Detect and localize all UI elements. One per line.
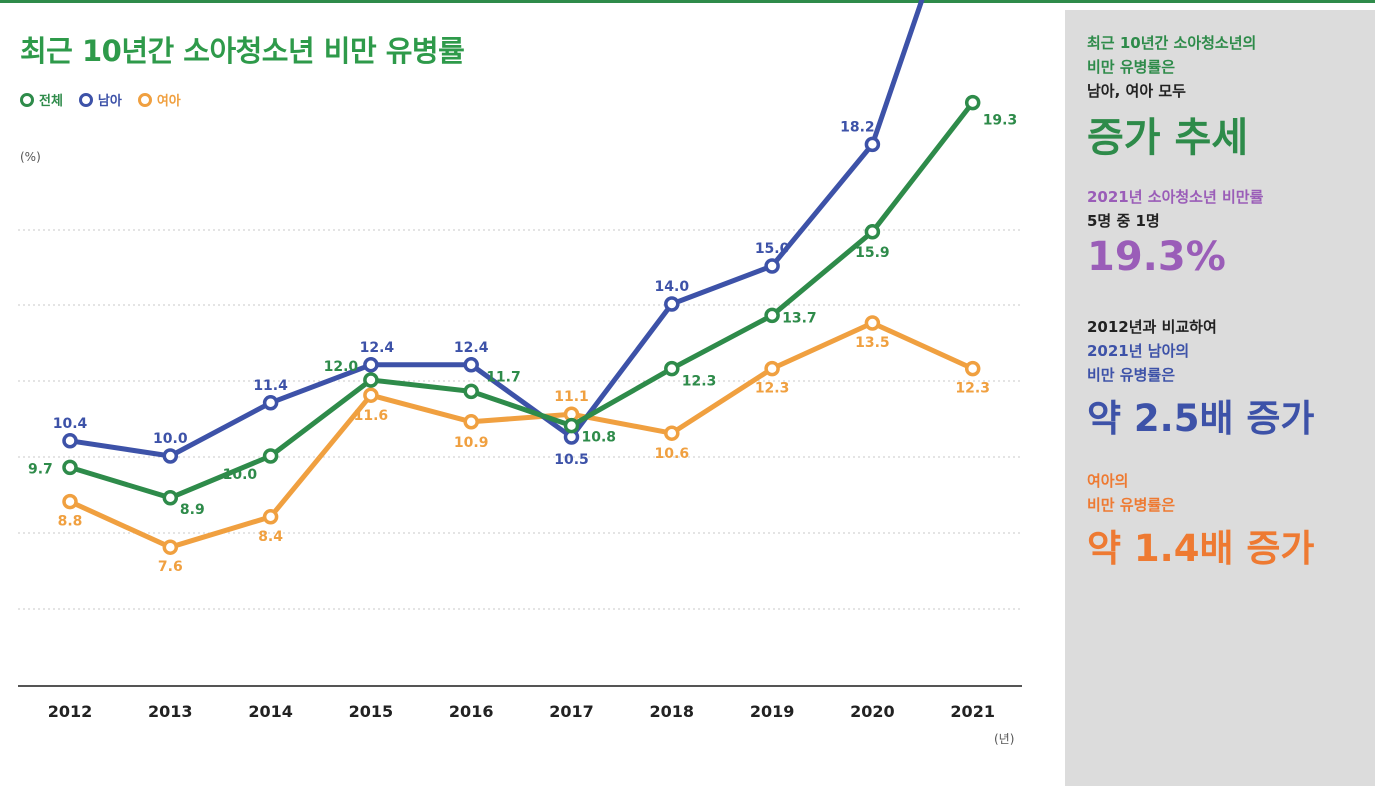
data-point-total-2013 — [162, 490, 179, 506]
summary-rate-line1: 2021년 소아청소년 비만률 — [1087, 188, 1264, 206]
data-point-total-2016 — [463, 383, 479, 400]
data-label-female-2012: 8.8 — [58, 514, 83, 530]
data-label-female-2017: 11.1 — [554, 389, 589, 405]
data-point-female-2020 — [864, 315, 881, 331]
x-tick-label-2013: 2013 — [148, 702, 193, 721]
data-label-male-2018: 14.0 — [655, 279, 690, 295]
data-point-male-2014 — [262, 395, 279, 411]
data-label-female-2021: 12.3 — [955, 381, 990, 397]
data-point-male-2020 — [864, 136, 881, 153]
data-point-total-2015 — [363, 372, 379, 388]
data-label-total-2016: 11.7 — [486, 369, 521, 385]
data-point-male-2016 — [463, 357, 479, 373]
x-tick-label-2021: 2021 — [950, 702, 995, 721]
data-label-total-2019: 13.7 — [782, 310, 817, 326]
x-tick-label-2014: 2014 — [248, 702, 293, 721]
data-label-total-2012: 9.7 — [28, 461, 53, 477]
legend-item-male: 남아 — [78, 90, 122, 109]
data-point-total-2018 — [664, 360, 680, 377]
data-point-female-2015 — [363, 387, 379, 403]
data-point-female-2018 — [664, 425, 680, 441]
data-point-male-2013 — [162, 448, 179, 464]
summary-female-line2: 비만 유병률은 — [1087, 496, 1176, 514]
x-tick-label-2018: 2018 — [650, 702, 695, 721]
data-point-female-2014 — [262, 509, 279, 525]
data-label-male-2012: 10.4 — [53, 416, 88, 432]
line-chart: 2012 2013 2014 2015 2016 2017 2018 2019 2020 2021… — [18, 0, 1022, 721]
summary-trend-line1: 최근 10년간 소아청소년의 — [1087, 34, 1257, 52]
data-point-female-2012 — [62, 493, 78, 510]
x-axis-unit: (년) — [994, 732, 1015, 746]
y-axis-unit: (%) — [20, 150, 41, 164]
data-point-total-2017 — [563, 417, 580, 434]
data-label-male-2014: 11.4 — [253, 378, 288, 394]
x-tick-label-2016: 2016 — [449, 702, 494, 721]
summary-trend-line2: 비만 유병률은 — [1087, 58, 1176, 76]
legend-marker-female — [137, 92, 152, 107]
data-label-total-2014: 10.0 — [223, 467, 258, 483]
data-label-total-2017: 10.8 — [582, 430, 617, 446]
summary-trend-line3: 남아, 여아 모두 — [1087, 82, 1186, 100]
legend-marker-male — [78, 92, 93, 107]
data-label-total-2021: 19.3 — [983, 113, 1018, 129]
data-point-female-2019 — [764, 360, 780, 377]
data-label-male-2017: 10.5 — [554, 452, 589, 468]
summary-male-line1: 2012년과 비교하여 — [1087, 318, 1217, 336]
chart-title: 최근 10년간 소아청소년 비만 유병률 — [20, 34, 465, 68]
series-line-total — [67, 100, 976, 501]
data-point-total-2021 — [964, 94, 981, 111]
chart-legend: 전체 남아 여아 — [20, 90, 181, 109]
data-point-female-2013 — [162, 539, 179, 555]
series-line-female — [67, 320, 976, 550]
data-label-total-2018: 12.3 — [682, 374, 717, 390]
data-point-total-2020 — [864, 224, 881, 240]
data-label-female-2015: 11.6 — [354, 408, 389, 424]
x-tick-label-2019: 2019 — [750, 702, 795, 721]
data-label-total-2015: 12.0 — [324, 359, 359, 375]
legend-label-total: 전체 — [39, 94, 63, 109]
data-point-male-2018 — [664, 296, 680, 312]
data-point-total-2012 — [62, 459, 78, 476]
legend-item-female: 여아 — [137, 90, 181, 109]
data-label-male-2020: 18.2 — [840, 119, 875, 135]
data-point-male-2012 — [62, 433, 78, 449]
data-point-female-2016 — [463, 414, 479, 430]
legend-item-total: 전체 — [20, 90, 63, 109]
summary-female-line1: 여아의 — [1087, 472, 1129, 490]
summary-rate-line2: 5명 중 1명 — [1087, 212, 1160, 230]
x-tick-label-2017: 2017 — [549, 702, 594, 721]
summary-male-line2: 2021년 남아의 — [1087, 342, 1190, 360]
summary-female-headline: 약 1.4배 증가 — [1087, 527, 1315, 570]
data-label-female-2013: 7.6 — [158, 559, 183, 575]
top-accent-line — [0, 0, 1375, 3]
legend-label-male: 남아 — [97, 94, 122, 109]
data-label-male-2015: 12.4 — [360, 340, 395, 356]
legend-label-female: 여아 — [156, 94, 181, 109]
summary-panel: 최근 10년간 소아청소년의 비만 유병률은 남아, 여아 모두 증가 추세 2… — [1065, 10, 1375, 786]
data-label-total-2013: 8.9 — [180, 502, 205, 518]
x-tick-label-2012: 2012 — [48, 702, 93, 721]
data-point-male-2015 — [363, 357, 379, 373]
data-point-male-2019 — [764, 258, 780, 274]
data-point-total-2014 — [262, 448, 279, 464]
legend-marker-total — [20, 92, 34, 107]
data-label-female-2020: 13.5 — [855, 335, 890, 351]
data-point-total-2019 — [764, 307, 780, 324]
summary-rate-headline: 19.3% — [1087, 234, 1226, 280]
summary-trend-headline: 증가 추세 — [1087, 115, 1249, 161]
data-label-male-2016: 12.4 — [454, 340, 489, 356]
summary-male-line3: 비만 유병률은 — [1087, 366, 1176, 384]
x-tick-label-2020: 2020 — [850, 702, 895, 721]
data-label-male-2013: 10.0 — [153, 431, 188, 447]
summary-male-headline: 약 2.5배 증가 — [1087, 397, 1315, 440]
data-label-female-2019: 12.3 — [755, 381, 790, 397]
series-line-male — [67, 0, 925, 459]
x-tick-label-2015: 2015 — [349, 702, 394, 721]
data-label-total-2020: 15.9 — [855, 245, 890, 261]
data-label-female-2016: 10.9 — [454, 435, 489, 451]
data-point-female-2021 — [964, 360, 981, 377]
data-label-female-2018: 10.6 — [655, 446, 690, 462]
data-label-female-2014: 8.4 — [258, 529, 283, 545]
data-label-male-2019: 15.0 — [755, 241, 790, 257]
